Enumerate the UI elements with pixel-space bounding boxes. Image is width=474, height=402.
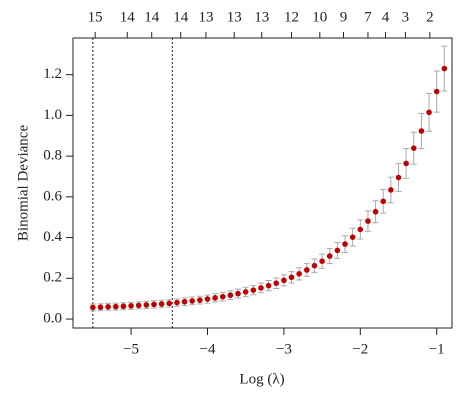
data-point bbox=[388, 187, 394, 193]
data-point bbox=[433, 88, 440, 95]
data-point bbox=[143, 302, 150, 308]
data-point bbox=[242, 289, 249, 295]
data-point bbox=[296, 271, 302, 277]
data-point bbox=[319, 258, 325, 265]
data-point bbox=[135, 302, 142, 309]
data-point bbox=[235, 290, 241, 297]
data-point bbox=[212, 295, 218, 301]
y-tick-label: 0.4 bbox=[43, 229, 62, 245]
data-point bbox=[380, 198, 387, 205]
data-point bbox=[418, 128, 425, 134]
x2-tick-label: 2 bbox=[426, 9, 434, 25]
data-point bbox=[128, 303, 134, 309]
data-point bbox=[349, 234, 356, 240]
y-tick-label: 0.2 bbox=[43, 270, 62, 286]
y-tick-label: 0.6 bbox=[43, 188, 62, 204]
y-tick-label: 0.0 bbox=[43, 310, 62, 326]
data-point bbox=[311, 262, 318, 269]
data-point bbox=[90, 304, 96, 311]
data-point bbox=[105, 304, 111, 310]
x2-tick-label: 10 bbox=[312, 9, 327, 25]
data-point bbox=[250, 287, 257, 293]
data-point bbox=[304, 267, 310, 273]
x2-tick-label: 14 bbox=[120, 9, 136, 25]
data-point bbox=[97, 304, 104, 311]
data-point bbox=[197, 297, 203, 303]
data-point bbox=[120, 303, 127, 310]
data-point bbox=[288, 274, 295, 281]
data-point bbox=[334, 247, 341, 254]
x-axis-title: Log (λ) bbox=[239, 371, 284, 387]
data-point bbox=[372, 208, 379, 215]
data-point bbox=[158, 301, 165, 307]
data-point bbox=[426, 109, 432, 116]
data-point bbox=[174, 299, 180, 306]
x2-tick-label: 3 bbox=[402, 9, 410, 25]
x2-tick-label: 15 bbox=[88, 9, 103, 25]
y-tick-label: 1.2 bbox=[43, 66, 62, 82]
x2-tick-label: 14 bbox=[144, 9, 160, 25]
plot-frame bbox=[72, 37, 453, 329]
data-point bbox=[273, 280, 280, 286]
data-point bbox=[365, 218, 371, 224]
data-point bbox=[219, 293, 226, 300]
x2-tick-label: 13 bbox=[198, 9, 213, 25]
y-axis-title: Binomial Deviance bbox=[15, 125, 31, 242]
data-point bbox=[403, 160, 409, 167]
data-point bbox=[326, 253, 333, 259]
data-point bbox=[441, 65, 448, 72]
x-tick-label: −4 bbox=[199, 341, 215, 357]
data-point bbox=[258, 285, 264, 291]
x2-tick-label: 13 bbox=[227, 9, 242, 25]
x-tick-label: −3 bbox=[276, 341, 292, 357]
data-point bbox=[281, 277, 287, 284]
y-tick-label: 1.0 bbox=[43, 107, 62, 123]
x2-tick-label: 12 bbox=[284, 9, 299, 25]
data-point bbox=[112, 303, 119, 310]
x2-tick-label: 7 bbox=[364, 9, 372, 25]
x2-tick-label: 14 bbox=[173, 9, 189, 25]
x2-tick-label: 9 bbox=[340, 9, 348, 25]
x-tick-label: −2 bbox=[352, 341, 368, 357]
x-tick-label: −1 bbox=[429, 341, 445, 357]
data-point bbox=[265, 282, 272, 289]
data-point bbox=[227, 292, 234, 299]
data-point bbox=[181, 298, 188, 305]
data-point bbox=[410, 145, 417, 151]
data-point bbox=[204, 296, 211, 302]
x2-tick-label: 4 bbox=[382, 9, 390, 25]
data-point bbox=[151, 301, 157, 308]
data-point bbox=[189, 298, 196, 304]
data-point bbox=[166, 300, 173, 307]
data-point bbox=[342, 241, 348, 247]
y-tick-label: 0.8 bbox=[43, 148, 62, 164]
data-point bbox=[357, 226, 364, 233]
data-point bbox=[395, 174, 402, 181]
x2-tick-label: 13 bbox=[254, 9, 269, 25]
x-tick-label: −5 bbox=[123, 341, 139, 357]
